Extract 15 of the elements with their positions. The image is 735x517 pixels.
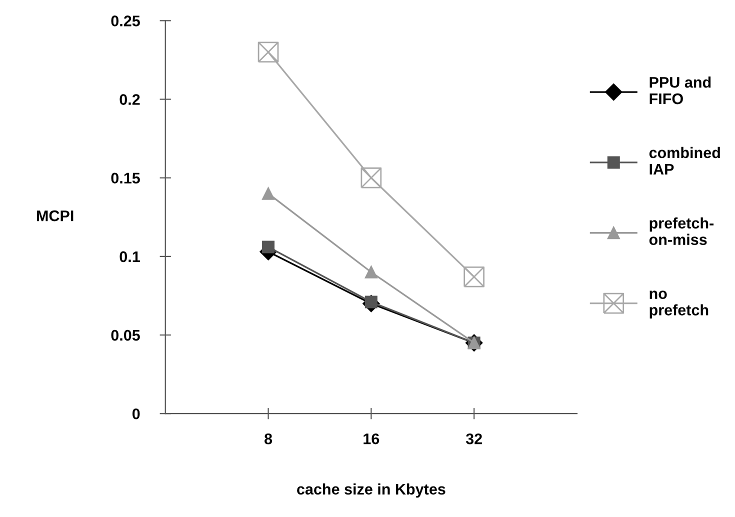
y-tick-label: 0.25 (111, 16, 140, 26)
legend-label: combined IAP (649, 146, 720, 174)
x-tick-label: 16 (364, 433, 380, 444)
y-tick-label: 0.15 (111, 172, 140, 184)
legend-label: PPU and FIFO (650, 76, 711, 104)
y-tick-label: 0 (132, 408, 140, 420)
y-axis-title: MCPI (37, 210, 74, 222)
y-tick-label: 0.2 (120, 94, 140, 105)
x-tick-label: 8 (264, 433, 272, 444)
y-tick-label: 0.05 (111, 330, 140, 341)
legend-label: no prefetch (650, 290, 708, 318)
x-axis-title: cache size in Kbytes (297, 483, 446, 498)
y-tick-label: 0.1 (120, 251, 140, 262)
x-tick-label: 32 (466, 433, 482, 444)
legend-label: prefetch- on-miss (649, 217, 714, 246)
